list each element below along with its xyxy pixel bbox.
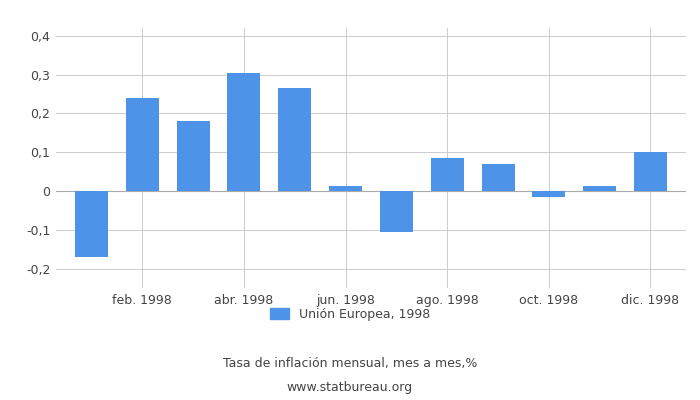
- Bar: [126, 98, 159, 191]
- Bar: [634, 152, 667, 191]
- Bar: [176, 121, 210, 191]
- Text: Tasa de inflación mensual, mes a mes,%: Tasa de inflación mensual, mes a mes,%: [223, 358, 477, 370]
- Bar: [279, 88, 312, 191]
- Text: www.statbureau.org: www.statbureau.org: [287, 382, 413, 394]
- Bar: [482, 164, 514, 191]
- Bar: [75, 191, 108, 257]
- Bar: [532, 191, 566, 197]
- Bar: [380, 191, 413, 232]
- Legend: Unión Europea, 1998: Unión Europea, 1998: [265, 303, 435, 326]
- Bar: [583, 186, 616, 191]
- Bar: [228, 73, 260, 191]
- Bar: [329, 186, 362, 191]
- Bar: [430, 158, 463, 191]
